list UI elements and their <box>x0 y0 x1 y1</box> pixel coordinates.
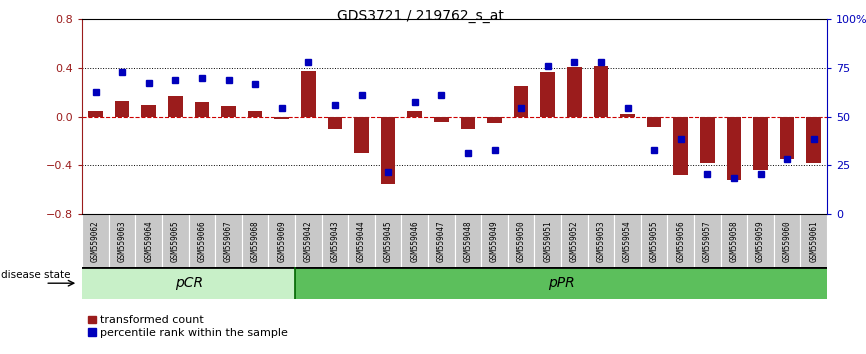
Bar <box>162 214 189 267</box>
Text: GSM559052: GSM559052 <box>570 220 578 262</box>
Bar <box>381 117 396 184</box>
Bar <box>321 214 348 267</box>
Text: GSM559046: GSM559046 <box>410 220 419 262</box>
Text: disease state: disease state <box>1 270 70 280</box>
Text: GSM559044: GSM559044 <box>357 220 366 262</box>
Bar <box>375 214 402 267</box>
Bar <box>434 117 449 122</box>
Text: GSM559055: GSM559055 <box>650 220 659 262</box>
Text: GSM559043: GSM559043 <box>331 220 339 262</box>
Text: GSM559060: GSM559060 <box>783 220 792 262</box>
Text: GSM559050: GSM559050 <box>517 220 526 262</box>
Text: GSM559053: GSM559053 <box>597 220 605 262</box>
Bar <box>354 117 369 153</box>
Bar <box>216 214 242 267</box>
Bar <box>721 214 747 267</box>
Bar <box>135 214 162 267</box>
Bar <box>514 86 528 117</box>
Legend: transformed count, percentile rank within the sample: transformed count, percentile rank withi… <box>87 315 288 338</box>
Text: GSM559057: GSM559057 <box>703 220 712 262</box>
Bar <box>109 214 135 267</box>
Text: GSM559054: GSM559054 <box>623 220 632 262</box>
Bar <box>455 214 481 267</box>
Bar <box>647 117 662 126</box>
Bar <box>428 214 455 267</box>
Text: GSM559066: GSM559066 <box>197 220 206 262</box>
Bar <box>567 67 582 117</box>
Bar <box>82 267 295 299</box>
Bar <box>588 214 614 267</box>
Text: pPR: pPR <box>547 276 574 290</box>
Bar <box>242 214 268 267</box>
Bar <box>82 214 109 267</box>
Bar <box>747 214 774 267</box>
Bar <box>774 214 800 267</box>
Bar <box>88 111 103 117</box>
Bar <box>248 111 262 117</box>
Text: GSM559048: GSM559048 <box>463 220 473 262</box>
Text: pCR: pCR <box>175 276 203 290</box>
Bar <box>268 214 295 267</box>
Text: GSM559051: GSM559051 <box>543 220 553 262</box>
Bar <box>141 105 156 117</box>
Text: GSM559059: GSM559059 <box>756 220 765 262</box>
Text: GSM559058: GSM559058 <box>729 220 739 262</box>
Bar <box>488 117 502 123</box>
Bar <box>540 72 555 117</box>
Bar <box>620 114 635 117</box>
Bar <box>461 117 475 129</box>
Bar <box>402 214 428 267</box>
Bar <box>641 214 668 267</box>
Bar <box>295 214 321 267</box>
Text: GSM559063: GSM559063 <box>118 220 126 262</box>
Text: GSM559045: GSM559045 <box>384 220 392 262</box>
Bar <box>275 117 289 119</box>
Bar <box>727 117 741 180</box>
Bar <box>295 267 827 299</box>
Bar <box>779 117 794 159</box>
Bar <box>800 214 827 267</box>
Text: GDS3721 / 219762_s_at: GDS3721 / 219762_s_at <box>337 9 503 23</box>
Text: GSM559061: GSM559061 <box>809 220 818 262</box>
Bar <box>115 101 130 117</box>
Bar <box>407 111 422 117</box>
Bar <box>534 214 561 267</box>
Text: GSM559067: GSM559067 <box>224 220 233 262</box>
Bar <box>195 102 210 117</box>
Bar <box>561 214 588 267</box>
Text: GSM559047: GSM559047 <box>436 220 446 262</box>
Bar <box>668 214 694 267</box>
Bar <box>593 66 608 117</box>
Bar <box>614 214 641 267</box>
Text: GSM559042: GSM559042 <box>304 220 313 262</box>
Text: GSM559065: GSM559065 <box>171 220 180 262</box>
Bar <box>348 214 375 267</box>
Bar <box>806 117 821 163</box>
Bar <box>674 117 688 175</box>
Text: GSM559069: GSM559069 <box>277 220 287 262</box>
Bar <box>168 96 183 117</box>
Bar <box>507 214 534 267</box>
Text: GSM559056: GSM559056 <box>676 220 685 262</box>
Bar <box>221 106 236 117</box>
Bar <box>301 70 316 117</box>
Text: GSM559064: GSM559064 <box>145 220 153 262</box>
Bar <box>700 117 714 163</box>
Bar <box>327 117 342 129</box>
Bar <box>189 214 216 267</box>
Bar <box>694 214 721 267</box>
Bar <box>753 117 768 170</box>
Text: GSM559049: GSM559049 <box>490 220 499 262</box>
Text: GSM559068: GSM559068 <box>250 220 260 262</box>
Bar <box>481 214 507 267</box>
Text: GSM559062: GSM559062 <box>91 220 100 262</box>
